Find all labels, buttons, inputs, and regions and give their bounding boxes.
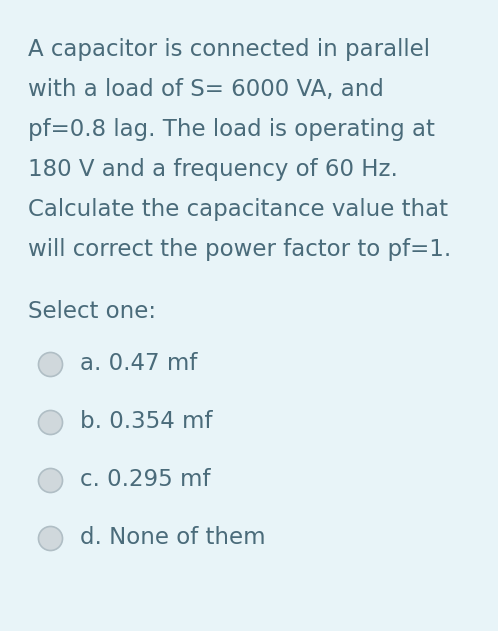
Text: b. 0.354 mf: b. 0.354 mf [80, 410, 213, 433]
Text: Select one:: Select one: [28, 300, 156, 323]
Text: c. 0.295 mf: c. 0.295 mf [80, 468, 211, 491]
Point [46, 359, 54, 369]
Point [46, 533, 54, 543]
Text: 180 V and a frequency of 60 Hz.: 180 V and a frequency of 60 Hz. [28, 158, 398, 181]
Text: pf=0.8 lag. The load is operating at: pf=0.8 lag. The load is operating at [28, 118, 435, 141]
Text: a. 0.47 mf: a. 0.47 mf [80, 352, 197, 375]
Text: d. None of them: d. None of them [80, 526, 265, 549]
Point [46, 417, 54, 427]
Text: Calculate the capacitance value that: Calculate the capacitance value that [28, 198, 448, 221]
Text: will correct the power factor to pf=1.: will correct the power factor to pf=1. [28, 238, 451, 261]
Point [46, 475, 54, 485]
Text: A capacitor is connected in parallel: A capacitor is connected in parallel [28, 38, 430, 61]
Text: with a load of S= 6000 VA, and: with a load of S= 6000 VA, and [28, 78, 384, 101]
